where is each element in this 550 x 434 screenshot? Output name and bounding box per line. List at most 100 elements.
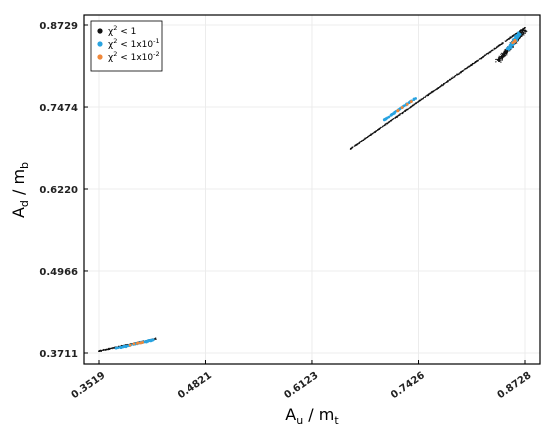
data-point bbox=[426, 94, 428, 96]
data-point bbox=[363, 139, 365, 141]
data-point bbox=[460, 71, 462, 73]
data-point bbox=[444, 83, 446, 85]
legend-label-3: χ2 < 1x10-2 bbox=[108, 50, 160, 63]
data-point bbox=[448, 79, 450, 81]
data-point bbox=[409, 107, 411, 109]
data-point bbox=[502, 53, 504, 56]
data-point bbox=[377, 128, 380, 130]
data-point bbox=[489, 51, 491, 53]
data-point bbox=[503, 52, 505, 54]
x-tick-label: 0.6123 bbox=[282, 370, 320, 401]
data-point bbox=[524, 30, 526, 32]
data-point bbox=[359, 141, 361, 144]
data-point bbox=[514, 33, 516, 35]
data-point bbox=[98, 350, 100, 352]
data-point bbox=[120, 345, 123, 349]
data-point bbox=[391, 119, 394, 121]
data-point bbox=[475, 61, 477, 63]
data-point bbox=[416, 101, 418, 103]
data-point bbox=[520, 35, 522, 37]
data-point bbox=[520, 29, 523, 32]
data-point bbox=[524, 27, 526, 29]
data-point bbox=[442, 85, 444, 87]
data-point bbox=[488, 51, 490, 53]
data-point bbox=[498, 59, 500, 61]
data-point bbox=[495, 47, 497, 50]
data-point bbox=[505, 52, 507, 54]
data-point bbox=[358, 142, 360, 144]
data-point bbox=[384, 123, 386, 125]
data-point bbox=[405, 102, 409, 106]
data-point bbox=[369, 134, 372, 136]
data-point bbox=[497, 46, 499, 48]
y-tick-label: 0.7474 bbox=[39, 103, 78, 114]
x-tick-label: 0.8728 bbox=[496, 370, 534, 401]
data-point bbox=[427, 94, 429, 96]
data-point bbox=[470, 64, 472, 67]
data-point bbox=[509, 50, 511, 52]
data-point bbox=[388, 121, 390, 123]
data-point bbox=[397, 115, 399, 117]
data-point bbox=[389, 113, 393, 117]
data-point bbox=[523, 27, 526, 30]
data-point bbox=[424, 96, 426, 98]
data-point bbox=[498, 58, 500, 60]
data-point bbox=[400, 106, 404, 109]
data-point bbox=[419, 100, 421, 102]
data-point bbox=[155, 337, 157, 339]
data-point bbox=[497, 45, 499, 47]
data-point bbox=[431, 91, 433, 94]
data-point bbox=[477, 59, 480, 61]
x-tick-label: 0.3519 bbox=[70, 370, 108, 401]
data-point bbox=[436, 87, 438, 89]
data-point bbox=[507, 39, 509, 41]
data-point bbox=[506, 54, 508, 56]
data-point bbox=[506, 53, 508, 55]
data-point bbox=[379, 127, 381, 129]
data-point bbox=[501, 58, 504, 60]
data-point bbox=[500, 54, 502, 56]
data-point bbox=[100, 350, 102, 352]
data-point bbox=[383, 118, 386, 122]
data-point bbox=[101, 349, 103, 351]
data-point bbox=[146, 339, 149, 343]
legend-label-1: χ2 < 1 bbox=[108, 24, 136, 37]
series-1-points bbox=[98, 27, 528, 353]
data-point bbox=[509, 46, 512, 49]
data-point bbox=[500, 61, 502, 64]
data-point bbox=[477, 60, 479, 62]
data-point bbox=[450, 78, 452, 80]
data-point bbox=[498, 45, 500, 47]
data-point bbox=[505, 39, 508, 41]
data-point bbox=[487, 52, 489, 55]
legend-marker-2 bbox=[97, 41, 103, 47]
data-point bbox=[444, 82, 446, 84]
data-point bbox=[504, 52, 506, 55]
data-point bbox=[390, 119, 392, 121]
data-point bbox=[365, 137, 367, 139]
data-point bbox=[392, 118, 394, 120]
data-point bbox=[500, 56, 502, 58]
data-point bbox=[507, 48, 511, 51]
data-point bbox=[385, 124, 387, 126]
data-point bbox=[515, 34, 518, 37]
data-point bbox=[519, 37, 522, 39]
data-point bbox=[357, 142, 359, 145]
data-point bbox=[382, 125, 384, 127]
y-axis-label: Ad / mb bbox=[9, 162, 31, 218]
data-point bbox=[417, 101, 419, 103]
data-point bbox=[121, 345, 123, 347]
data-point bbox=[356, 144, 358, 146]
data-point bbox=[422, 98, 424, 100]
data-point bbox=[103, 349, 105, 351]
data-point bbox=[525, 30, 527, 32]
data-point bbox=[501, 42, 503, 44]
data-point bbox=[506, 51, 508, 53]
data-point bbox=[386, 116, 389, 120]
data-point bbox=[409, 100, 413, 103]
data-point bbox=[495, 61, 497, 63]
data-point bbox=[401, 112, 403, 114]
data-point bbox=[481, 57, 483, 59]
legend-marker-1 bbox=[97, 28, 103, 34]
